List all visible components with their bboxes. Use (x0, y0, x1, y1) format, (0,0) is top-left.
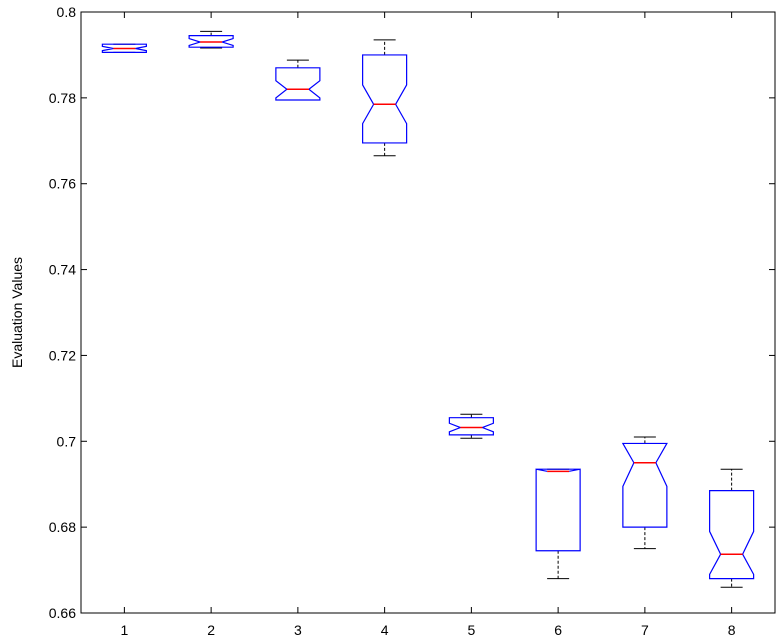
box-body (448, 417, 494, 436)
x-tick-label: 7 (641, 622, 649, 638)
y-axis: 0.66 0.68 0.7 0.72 0.74 0.76 0.78 0.8 (49, 4, 775, 621)
x-axis: 1 2 3 4 5 6 7 8 (120, 12, 736, 638)
x-tick-label: 5 (467, 622, 475, 638)
box-body (188, 35, 234, 48)
x-tick-label: 4 (381, 622, 389, 638)
x-tick-label: 6 (554, 622, 562, 638)
x-tick-label: 1 (120, 622, 128, 638)
y-tick-label: 0.7 (57, 433, 77, 449)
box-1 (101, 43, 147, 53)
box-2 (188, 30, 234, 49)
box-3 (275, 59, 321, 101)
y-tick-label: 0.76 (49, 176, 76, 192)
x-tick-label: 2 (207, 622, 215, 638)
box-body (535, 468, 581, 552)
plot-frame (80, 11, 776, 614)
box-body (101, 43, 147, 53)
x-tick-label: 8 (728, 622, 736, 638)
box-body (709, 490, 755, 580)
boxes-group (101, 30, 755, 588)
y-axis-label: Evaluation Values (9, 257, 25, 368)
box-body (275, 67, 321, 101)
y-tick-label: 0.78 (49, 90, 76, 106)
x-tick-label: 3 (294, 622, 302, 638)
box-6 (535, 468, 581, 580)
y-tick-label: 0.8 (57, 4, 77, 20)
y-tick-label: 0.74 (49, 262, 76, 278)
box-body (362, 54, 408, 144)
box-7 (621, 436, 668, 550)
plot-border (80, 11, 776, 614)
y-tick-label: 0.66 (49, 605, 76, 621)
y-tick-label: 0.68 (49, 519, 76, 535)
box-4 (362, 39, 408, 157)
y-tick-label: 0.72 (49, 347, 76, 363)
box-5 (448, 413, 494, 439)
box-8 (709, 468, 755, 588)
box-body (621, 442, 668, 528)
